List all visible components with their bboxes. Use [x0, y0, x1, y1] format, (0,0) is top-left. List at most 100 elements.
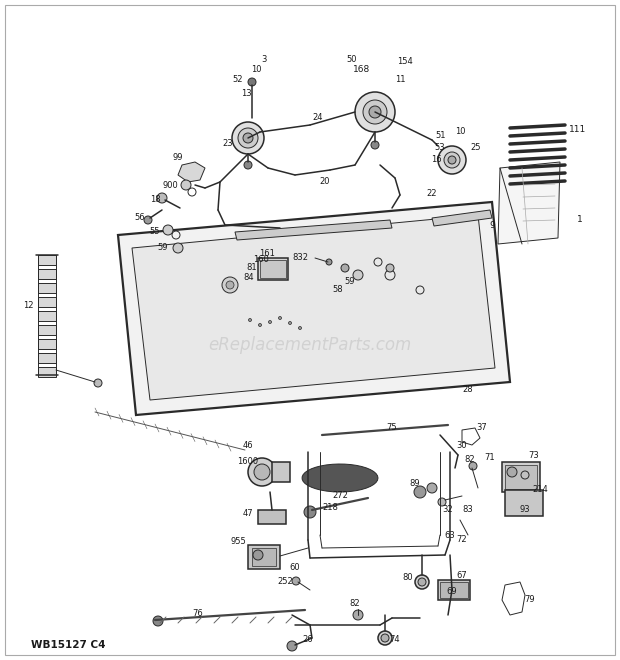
- Text: 53: 53: [435, 143, 445, 152]
- Bar: [248, 545, 280, 569]
- Circle shape: [386, 264, 394, 272]
- Bar: [438, 580, 470, 600]
- Text: 832: 832: [292, 253, 308, 261]
- Text: WB15127 C4: WB15127 C4: [31, 640, 105, 650]
- Bar: [38, 297, 56, 307]
- Text: 30: 30: [457, 440, 467, 449]
- Circle shape: [438, 498, 446, 506]
- Circle shape: [243, 133, 253, 143]
- Text: 67: 67: [456, 572, 467, 581]
- Circle shape: [248, 458, 276, 486]
- Text: 76: 76: [193, 609, 203, 618]
- Text: 56: 56: [135, 213, 145, 222]
- Text: 46: 46: [242, 440, 254, 449]
- Text: 79: 79: [525, 595, 535, 605]
- Text: 69: 69: [446, 587, 458, 597]
- Text: 10: 10: [250, 65, 261, 75]
- Circle shape: [353, 610, 363, 620]
- Text: 18: 18: [149, 195, 161, 205]
- Circle shape: [157, 193, 167, 203]
- Text: 75: 75: [387, 424, 397, 432]
- Text: 16: 16: [431, 156, 441, 164]
- Circle shape: [507, 467, 517, 477]
- Text: 37: 37: [477, 424, 487, 432]
- Text: 74: 74: [390, 636, 401, 645]
- Circle shape: [244, 161, 252, 169]
- Text: 58: 58: [333, 284, 343, 294]
- Circle shape: [173, 243, 183, 253]
- Circle shape: [298, 327, 301, 329]
- Text: 55: 55: [150, 228, 160, 236]
- Text: 10: 10: [454, 127, 465, 137]
- Circle shape: [304, 506, 316, 518]
- Bar: [258, 510, 286, 524]
- Circle shape: [268, 321, 272, 323]
- Bar: [38, 311, 56, 321]
- Bar: [440, 582, 468, 598]
- Circle shape: [355, 92, 395, 132]
- Text: 83: 83: [463, 506, 474, 515]
- Circle shape: [238, 128, 258, 148]
- Polygon shape: [118, 202, 510, 415]
- Circle shape: [444, 152, 460, 168]
- Text: 111: 111: [569, 125, 587, 135]
- Bar: [258, 258, 288, 280]
- Text: 218: 218: [322, 502, 338, 512]
- Text: 22: 22: [427, 189, 437, 199]
- Bar: [272, 462, 290, 482]
- Bar: [252, 548, 276, 566]
- Text: 160: 160: [253, 255, 269, 265]
- Circle shape: [226, 281, 234, 289]
- Text: 59: 59: [345, 277, 355, 286]
- Text: eReplacementParts.com: eReplacementParts.com: [208, 336, 412, 354]
- Text: 12: 12: [23, 300, 33, 310]
- Text: 73: 73: [529, 451, 539, 459]
- Text: 71: 71: [485, 453, 495, 463]
- Text: 81: 81: [247, 263, 257, 273]
- Text: 26: 26: [303, 636, 313, 645]
- Circle shape: [326, 259, 332, 265]
- Circle shape: [418, 578, 426, 586]
- Text: 25: 25: [471, 143, 481, 152]
- Text: 11: 11: [395, 75, 405, 84]
- Circle shape: [259, 323, 262, 327]
- Text: 955: 955: [230, 537, 246, 546]
- Circle shape: [153, 616, 163, 626]
- Text: 99: 99: [173, 154, 184, 162]
- Text: 154: 154: [397, 57, 413, 67]
- Bar: [502, 462, 540, 492]
- Text: 161: 161: [259, 249, 275, 257]
- Circle shape: [94, 379, 102, 387]
- Bar: [38, 367, 56, 377]
- Circle shape: [278, 317, 281, 319]
- Text: 13: 13: [241, 88, 252, 98]
- Circle shape: [288, 321, 291, 325]
- Circle shape: [248, 78, 256, 86]
- Circle shape: [341, 264, 349, 272]
- Text: 80: 80: [402, 574, 414, 583]
- Text: 1: 1: [577, 216, 583, 224]
- Bar: [38, 255, 56, 265]
- Circle shape: [448, 156, 456, 164]
- Bar: [38, 283, 56, 293]
- Circle shape: [469, 462, 477, 470]
- Circle shape: [249, 319, 252, 321]
- Text: 900: 900: [162, 180, 178, 189]
- Circle shape: [144, 216, 152, 224]
- Text: 82: 82: [350, 599, 360, 609]
- Bar: [38, 269, 56, 279]
- Circle shape: [438, 146, 466, 174]
- Circle shape: [378, 631, 392, 645]
- Circle shape: [371, 141, 379, 149]
- Bar: [38, 339, 56, 349]
- Text: 28: 28: [463, 385, 473, 395]
- Text: 20: 20: [320, 178, 330, 187]
- Circle shape: [353, 270, 363, 280]
- Circle shape: [253, 550, 263, 560]
- Bar: [260, 260, 286, 278]
- Text: 93: 93: [520, 506, 530, 515]
- Text: 3: 3: [261, 55, 267, 65]
- Text: 272: 272: [332, 490, 348, 500]
- Circle shape: [369, 106, 381, 118]
- Text: 89: 89: [410, 478, 420, 488]
